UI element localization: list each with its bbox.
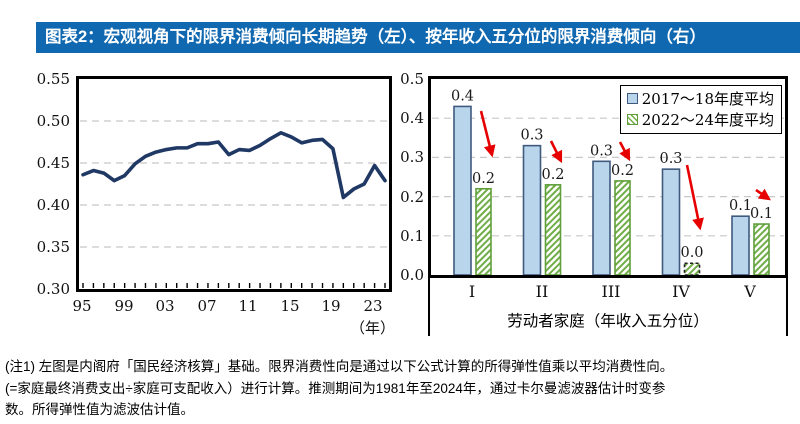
svg-text:0.3: 0.3 [590, 143, 613, 159]
svg-text:0.3: 0.3 [659, 151, 682, 167]
category-axis-right-edge [786, 278, 788, 336]
svg-text:0.1: 0.1 [750, 206, 773, 222]
legend-swatch-blue-icon [626, 93, 638, 104]
left-ytick: 0.35 [36, 238, 70, 256]
left-xtick: 11 [238, 297, 258, 315]
category-label-5: V [744, 282, 756, 301]
left-xtick: 95 [72, 297, 92, 315]
left-ytick: 0.50 [36, 112, 70, 130]
bar-chart-svg: 0.4 0.2 0.3 0.2 0.3 0.2 0.3 0.0 0.10.1 [432, 88, 784, 275]
category-label-1: I [468, 282, 476, 301]
legend-swatch-green-hatch-icon [626, 114, 638, 125]
right-ytick: 0.1 [400, 227, 424, 245]
svg-text:0.2: 0.2 [541, 167, 564, 183]
category-axis-left-edge [428, 278, 430, 336]
bar-chart-plot-area: 0.4 0.2 0.3 0.2 0.3 0.2 0.3 0.0 0.1 0.1 2017～18年度… [428, 76, 788, 278]
legend-entry-2017-18: 2017～18年度平均 [626, 88, 774, 109]
left-xtick: 19 [321, 297, 341, 315]
svg-text:0.4: 0.4 [451, 88, 474, 104]
right-ytick: 0.0 [400, 266, 424, 284]
right-ytick: 0.5 [400, 70, 424, 88]
right-ytick: 0.2 [400, 188, 424, 206]
legend-label: 2017～18年度平均 [641, 90, 774, 108]
svg-text:0.2: 0.2 [611, 163, 634, 179]
left-xtick: 23 [363, 297, 383, 315]
left-ytick: 0.40 [36, 196, 70, 214]
left-xtick: 99 [114, 297, 134, 315]
svg-text:0.1: 0.1 [729, 198, 752, 214]
svg-text:0.3: 0.3 [520, 128, 543, 144]
left-ytick: 0.55 [36, 70, 70, 88]
footnote: (注1) 左图是内阁府「国民经济核算」基础。限界消费性向是通过以下公式计算的所得… [5, 356, 797, 421]
footnote-line-1: (注1) 左图是内阁府「国民经济核算」基础。限界消费性向是通过以下公式计算的所得… [5, 359, 674, 374]
footnote-line-3: 数。所得弹性值为滤波估计值。 [5, 402, 194, 418]
left-xtick: 03 [155, 297, 175, 315]
svg-text:0.2: 0.2 [472, 171, 495, 187]
left-x-axis-unit: （年） [350, 319, 396, 337]
left-ytick: 0.45 [36, 154, 70, 172]
footnote-line-2: (=家庭最终消费支出÷家庭可支配收入）进行计算。推测期间为1981年至2024年… [5, 380, 666, 396]
right-ytick: 0.3 [400, 148, 424, 166]
left-xtick: 07 [197, 297, 217, 315]
category-label-4: IV [672, 282, 690, 301]
category-label-3: III [601, 282, 621, 301]
chart-legend: 2017～18年度平均 2022～24年度平均 [619, 85, 782, 134]
figure-title: 图表2：宏观视角下的限界消费倾向长期趋势（左）、按年收入五分位的限界消费倾向（右… [36, 22, 800, 53]
left-xtick: 15 [280, 297, 300, 315]
svg-text:0.0: 0.0 [680, 245, 703, 261]
legend-entry-2022-24: 2022～24年度平均 [626, 109, 774, 130]
legend-label: 2022～24年度平均 [641, 111, 774, 129]
category-label-2: II [535, 282, 549, 301]
bar-chart-x-axis-label: 劳动者家庭（年收入五分位） [507, 313, 709, 330]
right-ytick: 0.4 [400, 109, 424, 127]
line-chart-svg [80, 120, 388, 288]
line-chart-plot-area [76, 76, 392, 292]
left-ytick: 0.30 [36, 280, 70, 298]
